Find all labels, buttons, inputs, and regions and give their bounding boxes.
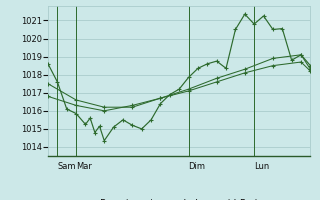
Text: Dim: Dim — [188, 162, 205, 171]
Text: Mar: Mar — [76, 162, 92, 171]
Text: Sam: Sam — [57, 162, 76, 171]
Text: Pression niveau de la mer( hPa ): Pression niveau de la mer( hPa ) — [100, 198, 258, 200]
Text: Lun: Lun — [254, 162, 269, 171]
